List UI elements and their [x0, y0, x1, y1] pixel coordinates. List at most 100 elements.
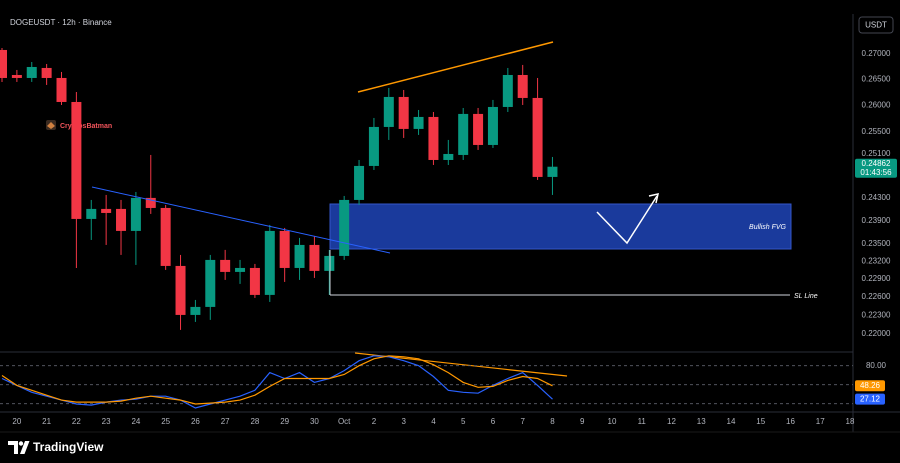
candle-body [264, 230, 275, 295]
candle-body [487, 106, 498, 145]
candle-body [279, 230, 290, 268]
x-tick-label: Oct [338, 417, 351, 426]
candle-body [249, 267, 260, 295]
footer-logo: TradingView [8, 440, 104, 454]
y-tick-label: 0.23500 [862, 239, 891, 248]
currency-label[interactable]: USDT [865, 21, 887, 30]
x-tick-label: 8 [550, 417, 555, 426]
candle-body [413, 116, 424, 129]
currency-button[interactable] [858, 16, 894, 34]
oscillator-value-label: 48.26 [860, 381, 881, 390]
watermark: CryptosBatman [46, 120, 112, 130]
candle-body [160, 207, 171, 266]
oscillator-line [1, 355, 553, 405]
last-price-label: 0.24862 [862, 159, 891, 168]
fvg-layer: Bullish FVG [329, 203, 792, 250]
x-tick-label: 6 [491, 417, 496, 426]
y-tick-label: 0.22600 [862, 292, 891, 301]
x-tick-label: 29 [280, 417, 289, 426]
x-tick-label: 5 [461, 417, 466, 426]
x-tick-label: 11 [638, 417, 647, 426]
candle-body [101, 208, 112, 213]
x-tick-label: 24 [131, 417, 140, 426]
candle-body [41, 67, 52, 78]
x-tick-label: 2 [372, 417, 377, 426]
trend-line-down [91, 186, 391, 254]
y-tick-label: 0.22000 [862, 329, 891, 338]
candle-body [175, 265, 186, 315]
oscillator-tick-label: 80.00 [866, 361, 887, 370]
y-tick-label: 0.25500 [862, 127, 891, 136]
x-tick-label: 10 [608, 417, 617, 426]
projection-arrow [596, 195, 658, 245]
candle-body [368, 126, 379, 166]
x-tick-label: 15 [756, 417, 765, 426]
x-tick-label: 9 [580, 417, 585, 426]
fvg-label: Bullish FVG [749, 224, 787, 231]
y-tick-label: 0.23200 [862, 256, 891, 265]
x-tick-label: 7 [520, 417, 525, 426]
candle-body [383, 96, 394, 127]
candle-body [220, 259, 231, 272]
y-tick-label: 0.23900 [862, 216, 891, 225]
logo-mark [8, 441, 18, 454]
fvg-zone [329, 203, 792, 250]
candle-body [532, 97, 543, 177]
candle-body [205, 259, 216, 307]
x-tick-label: 4 [431, 417, 436, 426]
y-tick-label: 0.22300 [862, 310, 891, 319]
y-tick-label: 0.25100 [862, 149, 891, 158]
y-tick-label: 0.22900 [862, 274, 891, 283]
candle-body [339, 199, 350, 256]
trend-line-up [357, 41, 554, 93]
x-tick-label: 18 [846, 417, 855, 426]
x-tick-label: 20 [12, 417, 21, 426]
last-price-box [855, 158, 897, 178]
candle-body [309, 244, 320, 271]
candle-body [398, 96, 409, 129]
oscillator-value-box [855, 393, 885, 405]
watermark-icon-mark [47, 122, 55, 129]
x-tick-label: 30 [310, 417, 319, 426]
oscillator-value-box [855, 380, 885, 392]
candle-body [26, 66, 37, 78]
sl-label: SL Line [794, 293, 818, 300]
candle-body [56, 77, 67, 102]
logo-slant [20, 441, 30, 454]
x-tick-label: 23 [102, 417, 111, 426]
x-tick-label: 12 [667, 417, 676, 426]
candle-body [547, 166, 558, 177]
candle-body [324, 255, 335, 271]
candles [0, 47, 558, 330]
brand: TradingView [33, 440, 104, 454]
y-tick-label: 0.27000 [862, 49, 891, 58]
candle-body [458, 113, 469, 155]
candle-body [130, 197, 141, 231]
y-tick-label: 0.24300 [862, 193, 891, 202]
candle-body [116, 208, 127, 231]
x-tick-label: 16 [786, 417, 795, 426]
candle-body [443, 153, 454, 160]
candle-body [502, 74, 513, 107]
candle-body [428, 116, 439, 160]
candle-body [354, 165, 365, 200]
x-tick-label: 22 [72, 417, 81, 426]
x-tick-label: 3 [401, 417, 406, 426]
y-tick-label: 0.26500 [862, 75, 891, 84]
candle-body [145, 197, 156, 208]
candle-body [235, 267, 246, 272]
candle-body [86, 208, 97, 219]
x-tick-label: 28 [250, 417, 259, 426]
candle-body [0, 49, 7, 78]
candle-body [71, 101, 82, 219]
candle-body [517, 74, 528, 98]
x-tick-label: 13 [697, 417, 706, 426]
x-tick-label: 25 [161, 417, 170, 426]
oscillator-value-label: 27.12 [860, 394, 881, 403]
candle-body [473, 113, 484, 145]
candle-body [190, 306, 201, 315]
x-tick-label: 17 [816, 417, 825, 426]
logo-dot [18, 441, 24, 446]
x-tick-label: 21 [42, 417, 51, 426]
